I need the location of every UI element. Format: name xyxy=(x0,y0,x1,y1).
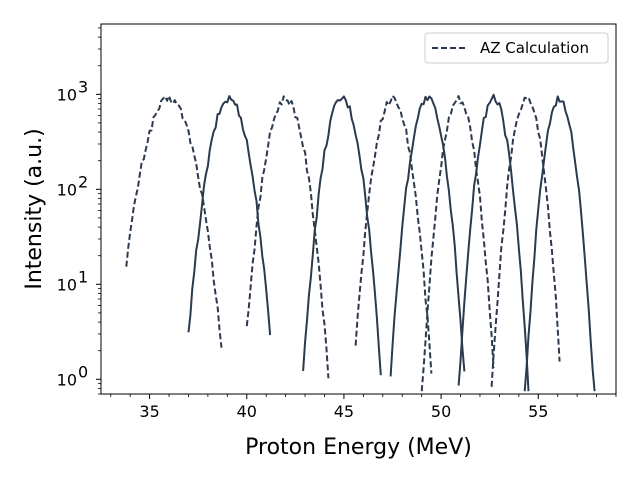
y-tick-label: 10 xyxy=(57,370,77,389)
x-axis-label: Proton Energy (MeV) xyxy=(245,435,472,460)
series-layer xyxy=(125,93,596,392)
y-tick-exponent: 0 xyxy=(78,362,88,381)
x-tick-label: 40 xyxy=(237,402,257,421)
legend-entry: AZ Calculation xyxy=(480,39,589,57)
series-line-9 xyxy=(490,96,561,387)
y-tick-label: 10 xyxy=(57,180,77,199)
legend: AZ Calculation xyxy=(424,32,609,64)
series-line-5 xyxy=(354,94,433,374)
x-tick-label: 35 xyxy=(139,402,159,421)
series-line-1 xyxy=(125,94,223,348)
x-tick-label: 50 xyxy=(431,402,451,421)
series-line-8 xyxy=(457,93,530,392)
y-axis-label: Intensity (a.u.) xyxy=(22,128,47,289)
series-line-10 xyxy=(523,95,596,392)
x-tick-label: 45 xyxy=(334,402,354,421)
legend-box xyxy=(424,32,609,64)
plot-frame xyxy=(100,23,617,395)
y-tick-exponent: 3 xyxy=(78,77,88,96)
y-tick-exponent: 2 xyxy=(78,172,88,191)
series-line-6 xyxy=(389,95,466,377)
series-line-7 xyxy=(420,95,495,392)
x-tick-label: 55 xyxy=(528,402,548,421)
series-line-4 xyxy=(302,95,382,376)
y-tick-label: 10 xyxy=(57,275,77,294)
series-line-2 xyxy=(187,95,272,336)
y-tick-label: 10 xyxy=(57,85,77,104)
y-tick-exponent: 1 xyxy=(78,267,88,286)
